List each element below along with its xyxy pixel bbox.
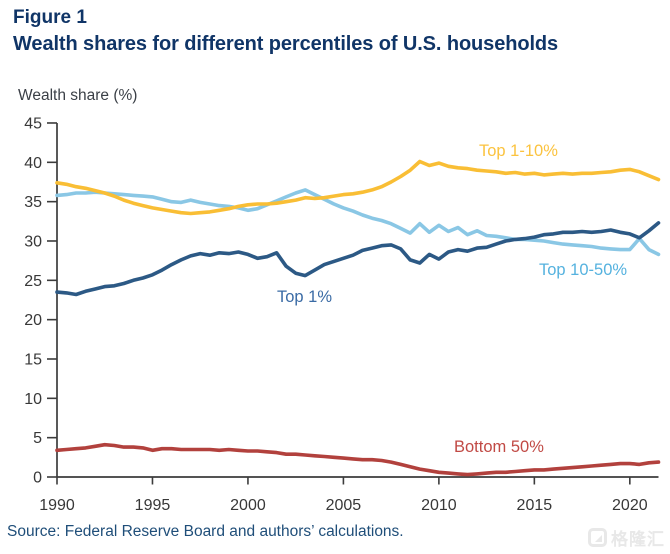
y-tick-label: 20 [24,312,42,329]
x-tick-label: 2010 [421,497,457,514]
series-label-top-10-50: Top 10-50% [539,261,628,279]
series-line-top-1-10- [55,159,661,216]
y-tick-label: 35 [24,194,42,211]
series-line-top-10-50- [55,188,661,257]
gelonghui-logo-icon [588,528,607,547]
y-tick-label: 30 [24,233,42,250]
y-tick-label: 25 [24,273,42,290]
x-tick-label: 1990 [39,497,75,514]
figure-label: Figure 1 [13,7,87,28]
y-tick-label: 5 [33,430,42,447]
y-tick-label: 45 [24,115,42,132]
series-label-top-1: Top 1% [277,288,333,306]
x-tick-label: 2020 [612,497,648,514]
x-tick-label: 2015 [517,497,553,514]
watermark-gelonghui: 格隆汇 [588,525,665,550]
y-tick-label: 40 [24,155,42,172]
series-line-top-1- [55,221,661,297]
x-tick-label: 1995 [135,497,171,514]
watermark-text: 格隆汇 [611,530,665,549]
y-axis-title: Wealth share (%) [18,87,138,104]
series-label-bottom-50: Bottom 50% [454,438,544,456]
y-tick-label: 10 [24,391,42,408]
series-label-top-1-10: Top 1-10% [479,142,558,160]
source-note: Source: Federal Reserve Board and author… [7,523,404,540]
figure-title: Wealth shares for different percentiles … [13,33,559,55]
x-tick-label: 2000 [230,497,266,514]
y-tick-label: 0 [33,470,42,487]
x-tick-label: 2005 [326,497,362,514]
y-tick-label: 15 [24,351,42,368]
series-line-bottom-50- [55,442,661,477]
